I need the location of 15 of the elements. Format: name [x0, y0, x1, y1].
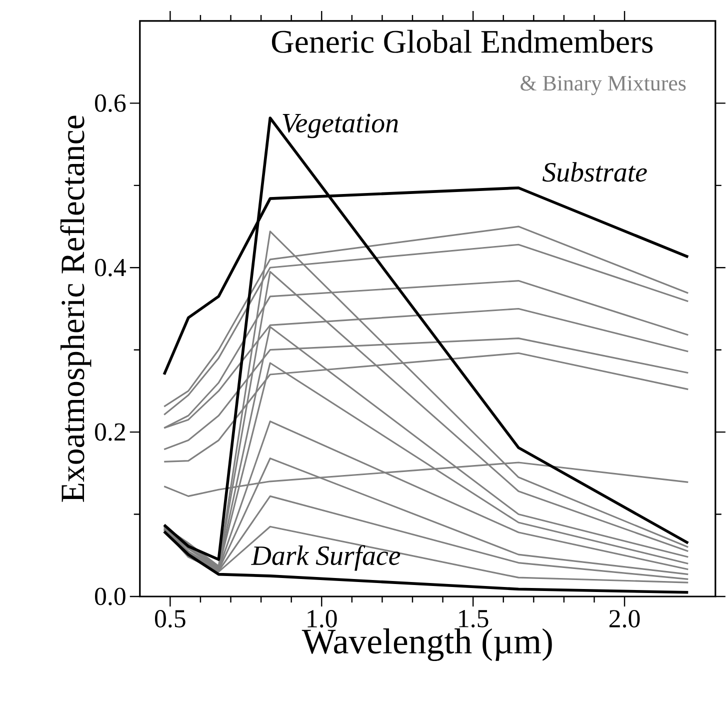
- chart-title: Generic Global Endmembers: [272, 30, 653, 53]
- y-axis-title: Exoatmospheric Reflectance: [60, 116, 92, 502]
- series-label: Dark Surface: [251, 544, 400, 571]
- series-label: Substrate: [542, 162, 647, 182]
- x-tick-label: 1.5: [459, 610, 488, 628]
- y-tick-label: 0.0: [95, 587, 126, 606]
- y-tick-label: 0.6: [95, 94, 126, 112]
- y-tick-label: 0.2: [95, 423, 125, 441]
- x-tick-label: 2.0: [610, 610, 640, 628]
- x-tick-label: 1.0: [308, 610, 337, 628]
- x-axis-title: Wavelength (µm): [302, 628, 552, 661]
- y-tick-label: 0.4: [95, 258, 126, 276]
- series-label: Vegetation: [282, 114, 398, 138]
- x-tick-label: 0.5: [154, 610, 186, 628]
- text: & Binary Mixtures: [520, 76, 686, 95]
